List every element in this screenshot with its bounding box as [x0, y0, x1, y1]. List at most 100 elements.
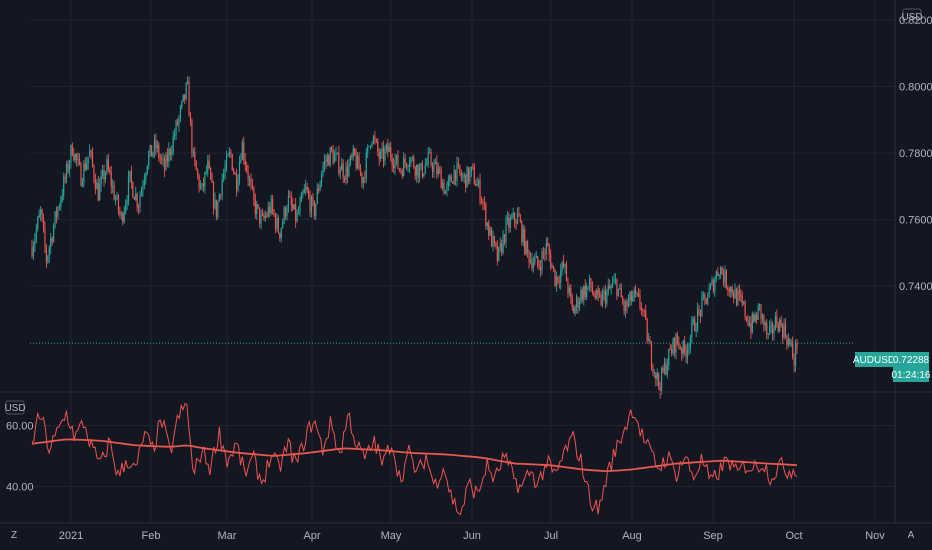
candle-body: [78, 159, 81, 164]
candle-body: [391, 157, 393, 166]
candle-body: [91, 152, 94, 166]
candle-body: [493, 236, 496, 243]
candle-body: [684, 340, 686, 352]
candle-body: [632, 295, 634, 302]
candle-body: [715, 271, 717, 281]
candle-body: [421, 163, 424, 177]
candle-body: [312, 197, 314, 202]
candle-body: [165, 154, 167, 171]
candle-body: [578, 301, 581, 308]
candle-body: [781, 325, 784, 338]
candle-body: [303, 189, 305, 194]
candle-body: [526, 241, 529, 252]
candle-body: [671, 349, 673, 354]
candle-body: [596, 289, 598, 298]
candle-body: [323, 160, 326, 166]
candle-body: [332, 150, 334, 164]
candle-body: [724, 270, 726, 283]
candle-body: [722, 273, 725, 283]
candle-body: [274, 215, 277, 229]
candle-body: [367, 146, 369, 153]
candle-body: [453, 169, 455, 184]
candle-body: [707, 297, 709, 304]
candle-body: [149, 145, 151, 155]
candle-body: [577, 297, 579, 308]
candle-body: [652, 366, 654, 373]
candle-body: [80, 163, 82, 186]
candle-body: [414, 167, 416, 176]
candle-body: [142, 185, 144, 190]
candle-body: [434, 162, 436, 165]
candle-body: [385, 144, 388, 150]
time-axis[interactable]: 2021 Feb Mar Apr May Jun Jul Aug Sep Oct Nov: [59, 530, 886, 542]
candle-body: [757, 306, 759, 320]
candle-body: [87, 156, 89, 164]
candle-body: [68, 162, 71, 172]
candle-body: [313, 201, 315, 217]
candle-body: [290, 196, 292, 205]
y-tick-label: 60.00: [6, 421, 34, 433]
indicator-unit-button[interactable]: USD: [4, 400, 26, 415]
candle-body: [418, 168, 421, 179]
candle-body: [282, 221, 284, 229]
auto-scale-button[interactable]: A: [908, 530, 915, 541]
candle-body: [60, 199, 62, 207]
candle-body: [234, 172, 236, 175]
candle-body: [315, 203, 317, 217]
candle-body: [398, 168, 400, 171]
candle-body: [522, 228, 524, 242]
price-pane[interactable]: [30, 0, 895, 399]
candle-body: [305, 186, 307, 190]
candle-body: [372, 136, 375, 143]
candle-body: [717, 271, 719, 276]
zoom-out-button[interactable]: Z: [11, 530, 17, 541]
candle-body: [197, 170, 199, 176]
candle-body: [205, 171, 207, 173]
candle-body: [117, 195, 120, 211]
candle-body: [50, 238, 52, 248]
candle-body: [473, 167, 475, 185]
candle-body: [76, 154, 78, 160]
candle-body: [482, 201, 484, 204]
candle-body: [390, 147, 392, 158]
candle-body: [699, 310, 702, 316]
candle-body: [789, 339, 791, 345]
candle-body: [535, 256, 537, 259]
candle-body: [186, 81, 189, 84]
candle-body: [586, 286, 588, 297]
candle-body: [344, 177, 346, 181]
candle-body: [267, 206, 269, 217]
candle-body: [718, 274, 720, 276]
candle-body: [574, 307, 576, 314]
candle-body: [319, 182, 321, 191]
candle-body: [565, 264, 568, 282]
candle-body: [109, 169, 111, 174]
candle-body: [542, 251, 545, 254]
candle-body: [401, 171, 403, 177]
candle-body: [257, 204, 259, 208]
candle-body: [251, 183, 254, 189]
candle-body: [57, 207, 59, 217]
currency-button[interactable]: USD: [901, 8, 923, 24]
candle-body: [148, 154, 150, 166]
candle-body: [404, 158, 406, 164]
candle-body: [656, 373, 658, 380]
candle-body: [583, 285, 585, 300]
candle-body: [539, 266, 542, 271]
candle-body: [429, 152, 431, 153]
indicator-axis[interactable]: 40.00 60.00: [6, 421, 34, 494]
candle-body: [225, 156, 228, 168]
candle-body: [81, 182, 84, 186]
currency-label: USD: [901, 12, 922, 23]
candle-body: [110, 173, 112, 187]
candle-body: [138, 206, 140, 208]
candle-body: [35, 228, 37, 239]
candle-body: [439, 168, 441, 171]
candle-body: [175, 121, 177, 135]
candle-body: [698, 309, 700, 311]
candle-body: [207, 160, 209, 172]
indicator-pane[interactable]: [30, 392, 895, 523]
candle-body: [773, 329, 775, 334]
